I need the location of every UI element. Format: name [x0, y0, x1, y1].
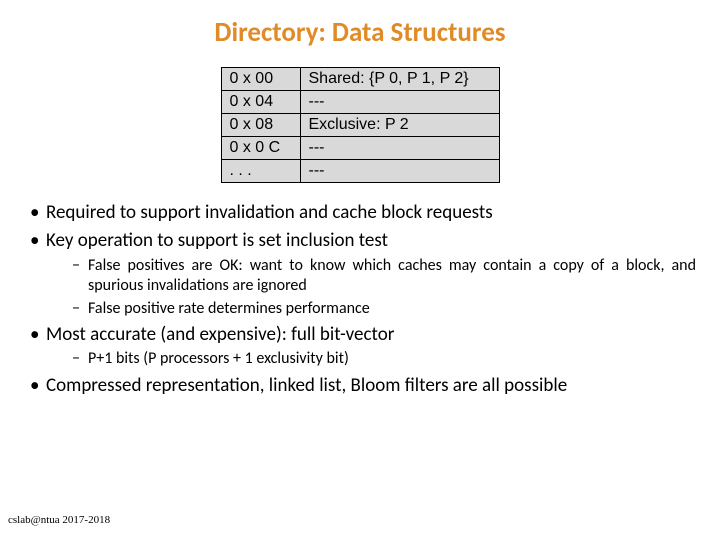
directory-table-body: 0 x 00Shared: {P 0, P 1, P 2}0 x 04---0 …: [221, 68, 499, 183]
addr-cell: . . .: [221, 160, 300, 183]
sub-item: P+1 bits (P processors + 1 exclusivity b…: [72, 349, 696, 369]
state-cell: ---: [300, 91, 499, 114]
sub-list: P+1 bits (P processors + 1 exclusivity b…: [46, 349, 696, 369]
slide-title: Directory: Data Structures: [20, 16, 700, 49]
bullet-item: Most accurate (and expensive): full bit-…: [30, 323, 696, 370]
table-row: 0 x 0 C---: [221, 137, 499, 160]
directory-table-wrap: 0 x 00Shared: {P 0, P 1, P 2}0 x 04---0 …: [20, 67, 700, 183]
table-row: . . .---: [221, 160, 499, 183]
bullet-list: Required to support invalidation and cac…: [20, 201, 700, 398]
table-row: 0 x 04---: [221, 91, 499, 114]
state-cell: Exclusive: P 2: [300, 114, 499, 137]
directory-table: 0 x 00Shared: {P 0, P 1, P 2}0 x 04---0 …: [221, 67, 500, 183]
state-cell: ---: [300, 160, 499, 183]
state-cell: Shared: {P 0, P 1, P 2}: [300, 68, 499, 91]
bullet-text: Most accurate (and expensive): full bit-…: [46, 323, 394, 346]
addr-cell: 0 x 04: [221, 91, 300, 114]
bullet-text: Required to support invalidation and cac…: [46, 201, 493, 224]
bullet-item: Required to support invalidation and cac…: [30, 201, 696, 225]
state-cell: ---: [300, 137, 499, 160]
sub-item: False positives are OK: want to know whi…: [72, 256, 696, 297]
footer-text: cslab@ntua 2017-2018: [8, 514, 110, 526]
sub-item: False positive rate determines performan…: [72, 299, 696, 319]
addr-cell: 0 x 08: [221, 114, 300, 137]
sub-list: False positives are OK: want to know whi…: [46, 256, 696, 319]
addr-cell: 0 x 00: [221, 68, 300, 91]
bullet-item: Compressed representation, linked list, …: [30, 374, 696, 398]
addr-cell: 0 x 0 C: [221, 137, 300, 160]
bullet-text: Compressed representation, linked list, …: [46, 374, 567, 397]
bullet-item: Key operation to support is set inclusio…: [30, 229, 696, 319]
table-row: 0 x 00Shared: {P 0, P 1, P 2}: [221, 68, 499, 91]
slide: Directory: Data Structures 0 x 00Shared:…: [0, 0, 720, 540]
table-row: 0 x 08Exclusive: P 2: [221, 114, 499, 137]
bullet-text: Key operation to support is set inclusio…: [46, 229, 388, 252]
